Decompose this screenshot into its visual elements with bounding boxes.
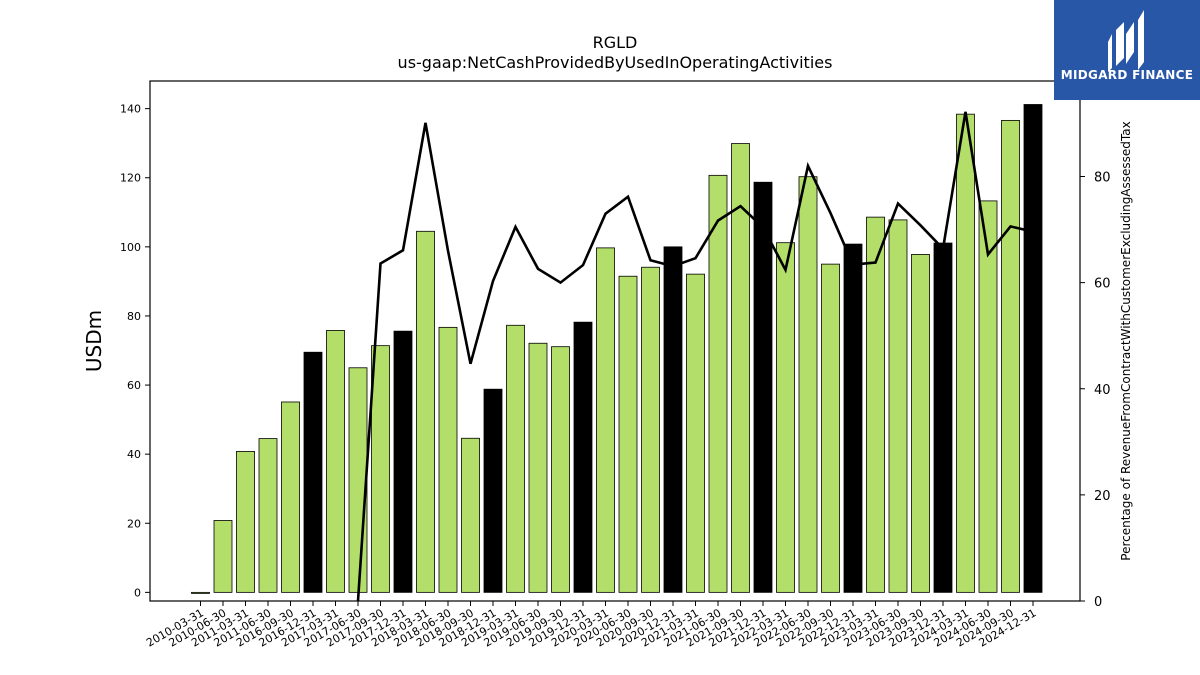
y2-tick-label: 80 (1094, 171, 1111, 186)
y2-tick-label: 20 (1094, 489, 1111, 504)
bar (1001, 119, 1020, 593)
y-tick-label: 120 (120, 172, 141, 185)
bar (753, 181, 773, 593)
y2-tick-label: 60 (1094, 277, 1111, 292)
bar (461, 437, 480, 593)
bar (416, 230, 435, 593)
chart-title: RGLD (593, 33, 638, 52)
y-tick-label: 40 (127, 448, 141, 461)
y-tick-label: 140 (120, 103, 141, 116)
bar (956, 113, 975, 593)
bar (573, 321, 593, 593)
bar (596, 247, 615, 593)
bar (326, 330, 345, 593)
y-tick-label: 0 (134, 586, 141, 599)
bar (528, 342, 548, 593)
bar (731, 143, 750, 593)
y2-tick-label: 0 (1094, 595, 1102, 610)
bar (438, 326, 458, 593)
bar (551, 346, 570, 593)
bar (911, 254, 930, 593)
y2-tick-label: 40 (1094, 383, 1111, 398)
bar (191, 591, 210, 594)
bar (258, 438, 278, 593)
y-tick-label: 20 (127, 517, 141, 530)
brand-logo: MIDGARD FINANCE (1054, 0, 1200, 100)
chart-subtitle: us-gaap:NetCashProvidedByUsedInOperating… (398, 53, 833, 72)
bar (393, 330, 413, 593)
bar (1023, 104, 1043, 593)
y-tick-label: 60 (127, 379, 141, 392)
bar (236, 450, 255, 593)
bar (933, 242, 953, 593)
y2-axis-label: Percentage of RevenueFromContractWithCus… (1119, 121, 1133, 560)
y-tick-label: 80 (127, 310, 141, 323)
line-layer (356, 111, 1034, 602)
bar (843, 243, 863, 593)
bar (506, 324, 525, 593)
bar (641, 266, 660, 593)
brand-name: MIDGARD FINANCE (1060, 68, 1194, 82)
bar (213, 520, 233, 593)
bars-layer (191, 104, 1043, 594)
bar (776, 242, 795, 593)
y-axis-label: USDm (82, 310, 106, 372)
bar (371, 345, 390, 593)
brand-logo-icon (1108, 10, 1144, 72)
bar (866, 216, 885, 593)
bar (798, 176, 818, 593)
bar (686, 273, 705, 593)
bar (888, 219, 908, 593)
bar (303, 351, 323, 593)
bar (821, 263, 840, 593)
bar (483, 388, 503, 593)
bar (708, 174, 728, 593)
bar (618, 275, 638, 593)
plot-frame (149, 80, 1081, 602)
bar (348, 367, 368, 593)
bar (663, 246, 683, 593)
y-tick-label: 100 (120, 241, 141, 254)
bar (281, 401, 300, 593)
series-line (356, 111, 1034, 602)
bar (978, 200, 998, 593)
